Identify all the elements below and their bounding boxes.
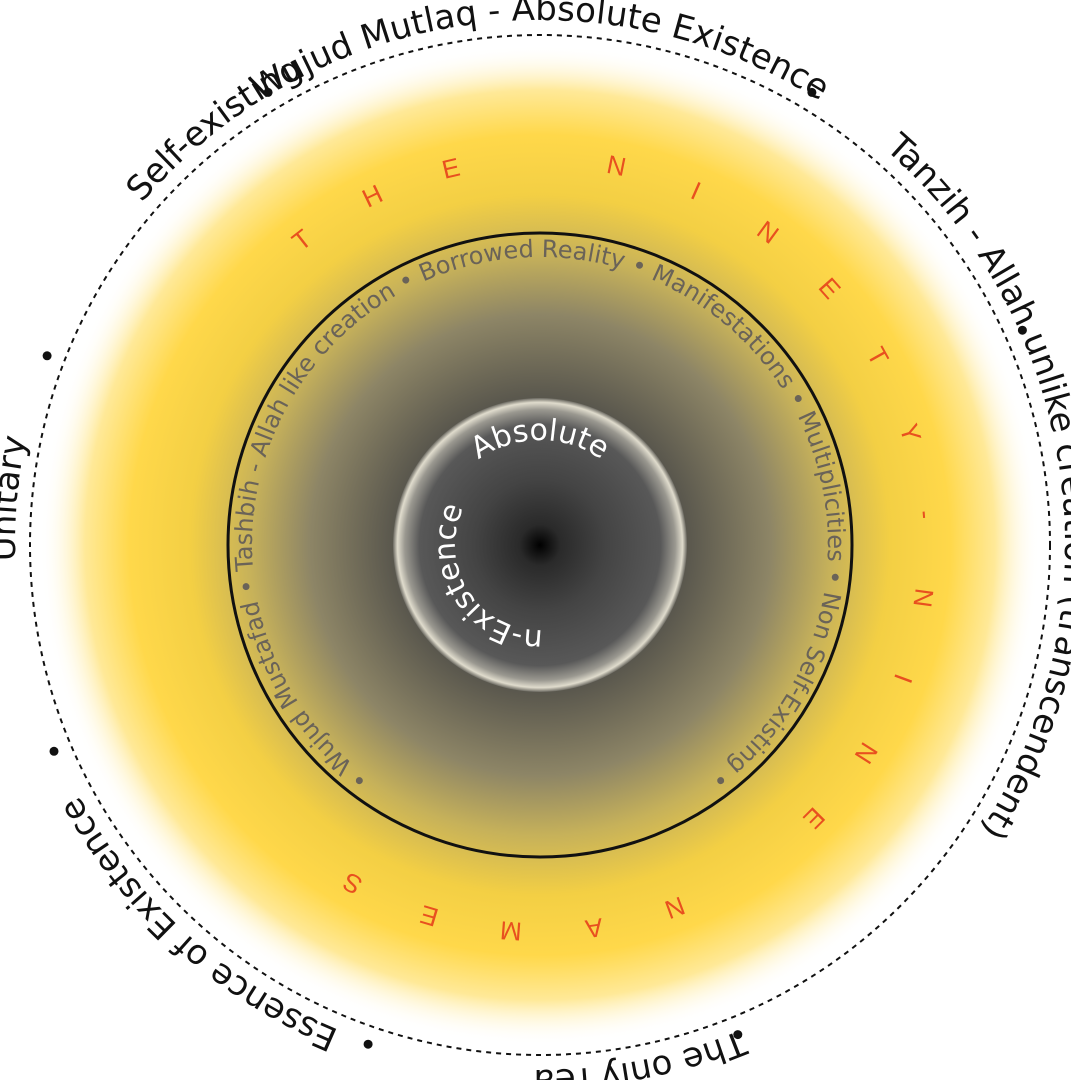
outer-separator-dots <box>42 87 1027 1049</box>
outer-separator-dot <box>733 1030 743 1040</box>
outer-separator-dot <box>49 746 59 756</box>
core-disc <box>393 398 687 692</box>
outer-separator-dot <box>363 1039 373 1049</box>
outer-dashed-ring <box>29 34 1051 1056</box>
names-letter: N <box>907 587 939 610</box>
outer-separator-dot <box>42 351 52 361</box>
outer-separator-dot <box>807 87 817 97</box>
inner-solid-ring <box>226 231 854 859</box>
names-letter: A <box>583 912 605 944</box>
names-letter: - <box>911 509 942 520</box>
outer-separator-dot <box>1017 325 1027 335</box>
outer-separator-dot <box>263 87 273 97</box>
names-letter: M <box>499 915 523 947</box>
names-letter: E <box>439 152 463 185</box>
